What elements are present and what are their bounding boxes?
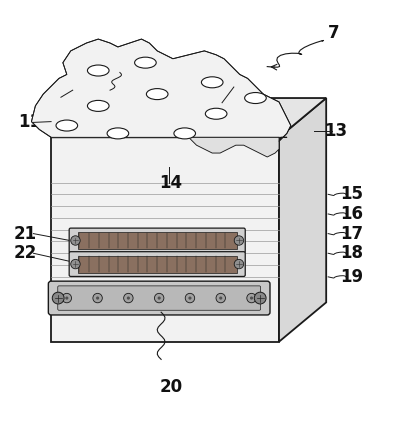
Circle shape (71, 236, 80, 245)
Ellipse shape (56, 120, 78, 131)
Text: 13: 13 (325, 123, 347, 140)
Ellipse shape (87, 65, 109, 76)
Circle shape (127, 296, 130, 300)
Text: 15: 15 (340, 185, 363, 204)
FancyBboxPatch shape (69, 228, 245, 253)
Circle shape (96, 296, 99, 300)
Text: 11: 11 (18, 113, 41, 131)
Circle shape (65, 296, 68, 300)
Circle shape (154, 293, 164, 303)
Bar (78, 232, 237, 249)
Text: 10: 10 (46, 88, 68, 106)
Ellipse shape (147, 89, 168, 100)
Circle shape (234, 236, 244, 245)
Circle shape (62, 293, 72, 303)
Text: 12: 12 (222, 75, 245, 93)
Circle shape (250, 296, 253, 300)
Circle shape (219, 296, 222, 300)
FancyBboxPatch shape (58, 286, 261, 310)
Circle shape (158, 296, 161, 300)
Circle shape (52, 292, 64, 304)
Polygon shape (31, 39, 291, 141)
Circle shape (93, 293, 102, 303)
Text: 9: 9 (114, 61, 126, 79)
FancyBboxPatch shape (48, 281, 270, 315)
Text: 19: 19 (340, 268, 363, 286)
Circle shape (234, 259, 244, 269)
Circle shape (247, 293, 256, 303)
Polygon shape (279, 98, 326, 342)
Polygon shape (51, 98, 326, 137)
Text: 21: 21 (14, 225, 37, 243)
Ellipse shape (244, 92, 266, 103)
Circle shape (124, 293, 133, 303)
Circle shape (188, 296, 191, 300)
Circle shape (185, 293, 195, 303)
Text: 7: 7 (328, 24, 340, 42)
Polygon shape (189, 137, 279, 157)
FancyBboxPatch shape (69, 252, 245, 276)
Text: 16: 16 (340, 205, 363, 223)
Text: 14: 14 (160, 173, 182, 192)
Text: 17: 17 (340, 225, 363, 243)
Bar (78, 256, 237, 273)
Text: 20: 20 (160, 378, 182, 396)
Ellipse shape (87, 100, 109, 112)
Text: 18: 18 (340, 244, 363, 262)
Circle shape (254, 292, 266, 304)
Ellipse shape (206, 108, 227, 119)
Bar (51, 137, 279, 342)
Text: 22: 22 (14, 244, 37, 262)
Circle shape (216, 293, 226, 303)
Circle shape (71, 259, 80, 269)
Ellipse shape (174, 128, 196, 139)
Ellipse shape (134, 57, 156, 68)
Ellipse shape (107, 128, 129, 139)
Ellipse shape (202, 77, 223, 88)
